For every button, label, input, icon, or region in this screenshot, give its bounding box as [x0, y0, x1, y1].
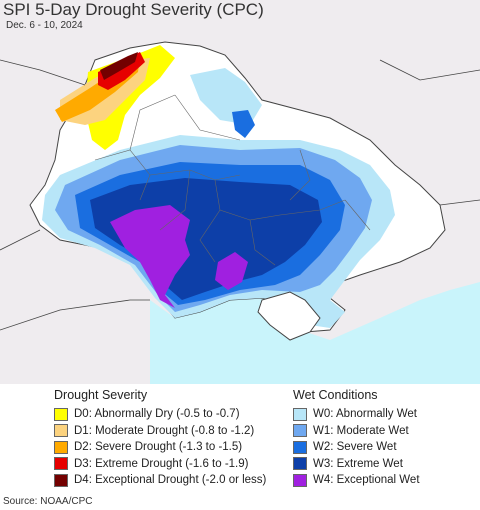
map-subtitle: Dec. 6 - 10, 2024 [6, 20, 83, 31]
legend: Drought Severity D0: Abnormally Dry (-0.… [0, 384, 480, 492]
crimea [257, 291, 321, 341]
wet-legend-heading: Wet Conditions [293, 388, 378, 402]
legend-item-w0: W0: Abnormally Wet [293, 406, 420, 422]
oblast-borders [94, 94, 371, 266]
w0-swatch [293, 407, 307, 421]
legend-item-w3: W3: Extreme Wet [293, 456, 420, 472]
legend-item-d2: D2: Severe Drought (-1.3 to -1.5) [54, 439, 266, 455]
w4-swatch [293, 473, 307, 487]
d3-swatch [54, 457, 68, 470]
w2-swatch [293, 440, 307, 454]
legend-label-d3: D3: Extreme Drought (-1.6 to -1.9) [74, 457, 249, 470]
legend-item-w1: W1: Moderate Wet [293, 423, 420, 439]
drought-legend-heading: Drought Severity [54, 388, 148, 402]
legend-label-w2: W2: Severe Wet [313, 441, 397, 453]
country-borders [0, 59, 480, 331]
d0-swatch [54, 407, 68, 421]
w1-swatch [293, 424, 307, 437]
legend-item-w2: W2: Severe Wet [293, 439, 420, 455]
legend-label-w3: W3: Extreme Wet [313, 457, 403, 470]
wet-legend: Wet Conditions W0: Abnormally Wet W1: Mo… [293, 388, 420, 489]
legend-label-d1: D1: Moderate Drought (-0.8 to -1.2) [74, 424, 255, 437]
drought-map [0, 0, 480, 384]
d4-region [100, 52, 138, 80]
legend-item-d4: D4: Exceptional Drought (-2.0 or less) [54, 472, 266, 488]
legend-item-d1: D1: Moderate Drought (-0.8 to -1.2) [54, 423, 266, 439]
legend-item-d3: D3: Extreme Drought (-1.6 to -1.9) [54, 456, 266, 472]
black-sea [150, 282, 480, 384]
d2-swatch [54, 440, 68, 454]
w2-north-region [232, 110, 255, 138]
legend-item-d0: D0: Abnormally Dry (-0.5 to -0.7) [54, 406, 266, 422]
legend-label-w1: W1: Moderate Wet [313, 424, 409, 437]
source-credit: Source: NOAA/CPC [3, 496, 93, 507]
w4-region [110, 205, 190, 308]
d4-swatch [54, 473, 68, 487]
w4-east-region [215, 252, 248, 290]
legend-label-w0: W0: Abnormally Wet [313, 408, 417, 420]
legend-item-w4: W4: Exceptional Wet [293, 472, 420, 488]
d1-swatch [54, 424, 68, 437]
legend-label-w4: W4: Exceptional Wet [313, 474, 420, 486]
drought-legend: Drought Severity D0: Abnormally Dry (-0.… [54, 388, 266, 489]
legend-label-d0: D0: Abnormally Dry (-0.5 to -0.7) [74, 408, 240, 420]
legend-label-d4: D4: Exceptional Drought (-2.0 or less) [74, 474, 267, 486]
map-title: SPI 5-Day Drought Severity (CPC) [3, 0, 264, 19]
legend-label-d2: D2: Severe Drought (-1.3 to -1.5) [74, 441, 243, 453]
w3-swatch [293, 457, 307, 470]
